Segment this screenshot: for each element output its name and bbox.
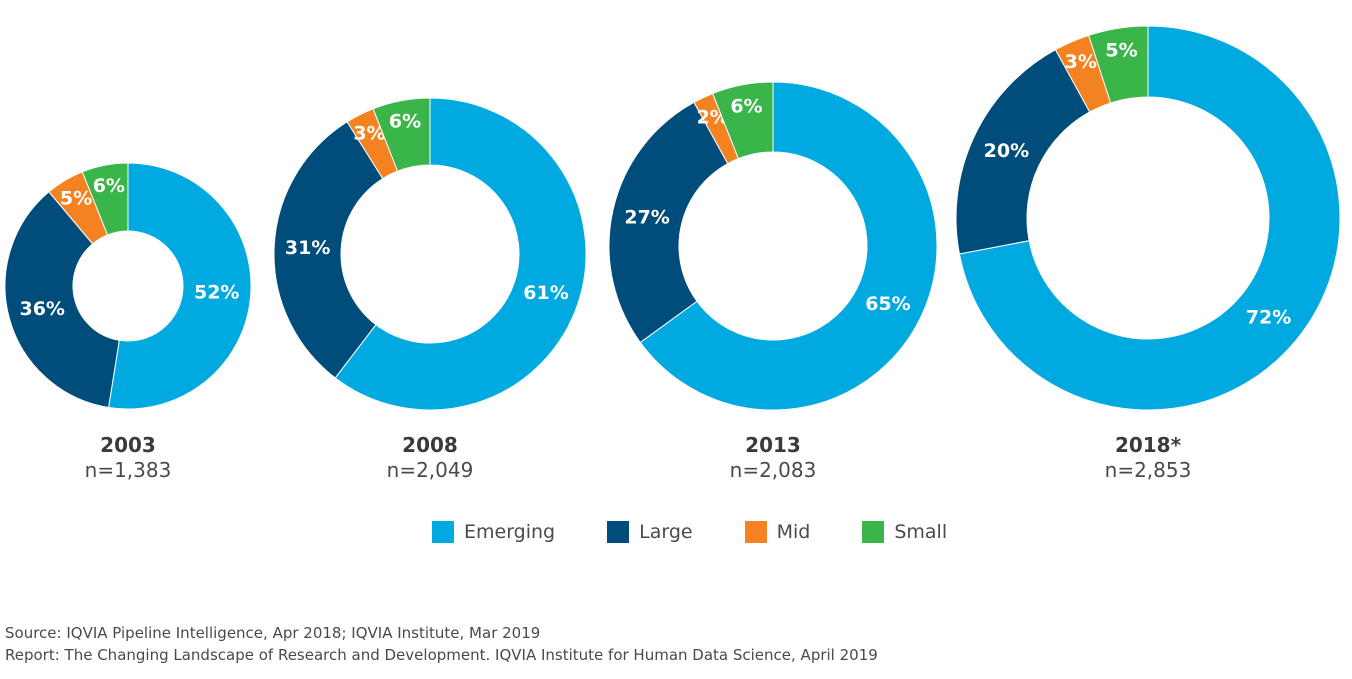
- slice-label-mid: 5%: [60, 188, 92, 210]
- slice-label-large: 31%: [285, 237, 330, 259]
- legend-swatch-mid: [744, 521, 767, 543]
- slice-label-emerging: 61%: [523, 282, 568, 304]
- footer: Source: IQVIA Pipeline Intelligence, Apr…: [5, 622, 878, 666]
- slice-label-emerging: 72%: [1246, 306, 1291, 328]
- legend-swatch-large: [607, 521, 630, 543]
- year-label: 2018*: [1115, 433, 1182, 457]
- legend-item-mid: Mid: [744, 521, 811, 543]
- slice-small: [372, 97, 431, 172]
- slice-label-emerging: 52%: [194, 282, 239, 304]
- slice-emerging: [334, 97, 587, 411]
- slice-small: [81, 162, 129, 236]
- slice-emerging: [639, 81, 938, 411]
- source-note: Source: IQVIA Pipeline Intelligence, Apr…: [5, 624, 541, 642]
- legend-label: Emerging: [464, 521, 556, 543]
- slice-label-mid: 3%: [1065, 51, 1097, 73]
- legend-label: Mid: [776, 521, 811, 543]
- slice-label-small: 6%: [93, 175, 125, 197]
- legend-label: Small: [894, 521, 948, 543]
- legend-swatch-emerging: [432, 521, 454, 543]
- legend-item-large: Large: [607, 521, 693, 543]
- legend-label: Large: [639, 521, 693, 543]
- slice-label-mid: 3%: [353, 122, 385, 144]
- slice-large: [608, 101, 729, 344]
- year-label: 2008: [402, 433, 458, 457]
- year-label: 2003: [100, 433, 156, 457]
- slice-label-large: 36%: [19, 298, 64, 320]
- slice-label-small: 6%: [730, 95, 762, 117]
- slice-label-large: 20%: [984, 140, 1029, 162]
- sample-size-label: n=1,383: [85, 458, 172, 482]
- slice-label-small: 5%: [1105, 39, 1137, 61]
- legend-swatch-small: [862, 521, 885, 543]
- sample-size-label: n=2,049: [387, 458, 474, 482]
- slice-small: [1088, 25, 1149, 104]
- legend-item-emerging: Emerging: [432, 521, 555, 543]
- slice-emerging: [107, 162, 252, 410]
- slice-large: [273, 121, 384, 379]
- year-label: 2013: [745, 433, 801, 457]
- slice-label-large: 27%: [624, 206, 669, 228]
- slice-emerging: [958, 25, 1341, 411]
- donut-3: 72% 20% 3% 5% 2018*n=2,853: [955, 25, 1341, 482]
- slice-large: [4, 191, 120, 409]
- legend-item-small: Small: [862, 521, 947, 543]
- legend: Emerging Large Mid Small: [432, 521, 999, 543]
- report-note: Report: The Changing Landscape of Resear…: [5, 646, 878, 664]
- sample-size-label: n=2,853: [1105, 458, 1192, 482]
- slice-label-emerging: 65%: [865, 293, 910, 315]
- sample-size-label: n=2,083: [730, 458, 817, 482]
- slice-label-small: 6%: [389, 110, 421, 132]
- slice-small: [711, 81, 774, 160]
